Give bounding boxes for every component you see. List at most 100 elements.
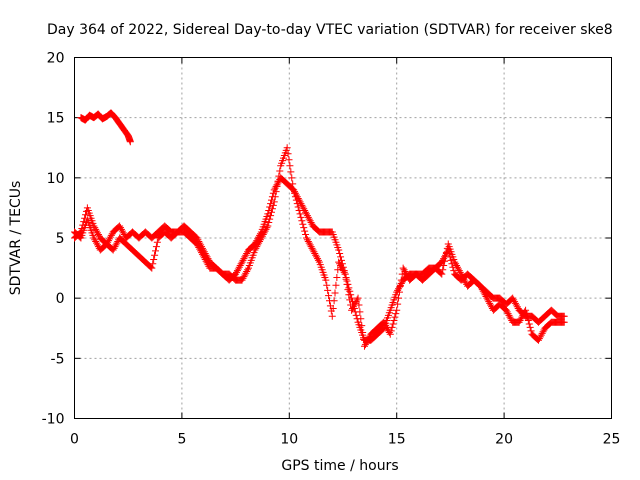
data-point (151, 251, 159, 259)
data-point (287, 168, 295, 176)
data-point (296, 210, 304, 218)
data-point (264, 222, 272, 230)
data-point (152, 247, 160, 255)
data-point (274, 177, 282, 185)
data-point (322, 276, 330, 284)
data-point (300, 224, 308, 232)
x-tick-label: 20 (495, 432, 513, 448)
data-point (149, 260, 157, 268)
x-tick-label: 10 (280, 432, 298, 448)
data-point (334, 266, 342, 274)
data-point (148, 264, 156, 272)
data-point (388, 323, 396, 331)
data-point (342, 275, 350, 283)
y-tick-label: -5 (51, 351, 65, 367)
data-point (81, 214, 89, 222)
data-point (358, 322, 366, 330)
data-point (152, 243, 160, 251)
data-point (153, 238, 161, 246)
data-point (439, 266, 447, 274)
data-point (332, 281, 340, 289)
y-tick-label: -10 (42, 412, 65, 428)
data-point (275, 172, 283, 180)
x-tick-label: 15 (388, 432, 406, 448)
data-point (438, 270, 446, 278)
data-point (328, 312, 336, 320)
data-point (523, 313, 531, 321)
chart-title: Day 364 of 2022, Sidereal Day-to-day VTE… (47, 22, 613, 38)
data-point (323, 281, 331, 289)
data-point (359, 329, 367, 337)
x-axis-label: GPS time / hours (281, 458, 398, 474)
data-point (560, 318, 568, 326)
data-point (324, 286, 332, 294)
data-point (314, 256, 322, 264)
y-tick-label: 0 (56, 291, 65, 307)
data-point (293, 200, 301, 208)
data-point (298, 217, 306, 225)
data-point (288, 174, 296, 182)
data-points (71, 109, 568, 350)
data-point (357, 315, 365, 323)
x-tick-label: 0 (70, 432, 79, 448)
data-point (299, 220, 307, 228)
data-point (150, 255, 158, 263)
data-point (267, 212, 275, 220)
data-point (291, 193, 299, 201)
grid-lines (74, 57, 612, 419)
data-point (337, 253, 345, 261)
x-tick-label: 5 (177, 432, 186, 448)
data-point (80, 218, 88, 226)
data-point (276, 167, 284, 175)
data-point (341, 270, 349, 278)
data-point (356, 308, 364, 316)
data-point (76, 229, 84, 237)
data-point (270, 198, 278, 206)
data-point (397, 276, 405, 284)
axis-ticks: 0 5 10 15 20 25 -10 -5 0 5 10 15 20 (42, 51, 621, 448)
data-point (346, 296, 354, 304)
data-point (268, 208, 276, 216)
data-point (335, 246, 343, 254)
data-point (522, 306, 530, 314)
data-point (345, 284, 353, 292)
data-point (273, 182, 281, 190)
data-point (263, 224, 271, 232)
data-point (526, 323, 534, 331)
data-point (340, 268, 348, 276)
data-point (77, 228, 85, 236)
data-point (390, 317, 398, 325)
data-point (265, 219, 273, 227)
data-point (301, 227, 309, 235)
data-point (284, 150, 292, 158)
data-point (269, 201, 277, 209)
data-point (266, 215, 274, 223)
data-point (355, 301, 363, 309)
x-tick-label: 25 (603, 432, 621, 448)
data-point (524, 317, 532, 325)
data-point (523, 310, 531, 318)
data-point (79, 221, 87, 229)
data-point (286, 162, 294, 170)
y-tick-label: 5 (56, 231, 65, 247)
data-point (527, 327, 535, 335)
data-point (330, 297, 338, 305)
data-point (268, 205, 276, 213)
data-point (396, 282, 404, 290)
data-point (346, 287, 354, 295)
data-point (272, 188, 280, 196)
data-point (78, 225, 86, 233)
data-point (345, 291, 353, 299)
data-point (441, 253, 449, 261)
data-point (291, 189, 299, 197)
data-point (354, 294, 362, 302)
data-point (343, 280, 351, 288)
y-tick-label: 15 (47, 111, 65, 127)
data-point (336, 249, 344, 257)
data-point (294, 203, 302, 211)
data-point (295, 206, 303, 214)
data-point (344, 286, 352, 294)
data-point (126, 138, 134, 146)
y-tick-label: 10 (47, 171, 65, 187)
